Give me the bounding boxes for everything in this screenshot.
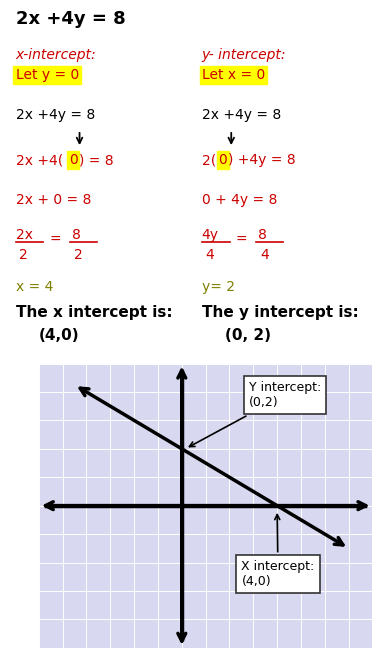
Text: (0, 2): (0, 2) bbox=[225, 328, 271, 343]
Text: y= 2: y= 2 bbox=[202, 280, 235, 294]
Text: 2x +4y = 8: 2x +4y = 8 bbox=[16, 10, 125, 28]
Text: x-intercept:: x-intercept: bbox=[16, 48, 96, 62]
Text: ) +4y = 8: ) +4y = 8 bbox=[228, 153, 296, 167]
Text: 4: 4 bbox=[261, 248, 270, 262]
Text: y- intercept:: y- intercept: bbox=[202, 48, 286, 62]
Text: Let y = 0: Let y = 0 bbox=[16, 68, 79, 82]
Text: X intercept:
(4,0): X intercept: (4,0) bbox=[241, 514, 315, 588]
Text: The x intercept is:: The x intercept is: bbox=[16, 305, 172, 320]
Text: 4y: 4y bbox=[202, 228, 219, 242]
Text: 2x +4(: 2x +4( bbox=[16, 153, 63, 167]
Text: 2: 2 bbox=[19, 248, 28, 262]
Text: 2x + 0 = 8: 2x + 0 = 8 bbox=[16, 193, 91, 207]
Text: 8: 8 bbox=[258, 228, 267, 242]
Text: 2: 2 bbox=[74, 248, 83, 262]
Text: 0 + 4y = 8: 0 + 4y = 8 bbox=[202, 193, 277, 207]
Text: 2x +4y = 8: 2x +4y = 8 bbox=[16, 108, 95, 122]
Text: 0: 0 bbox=[69, 153, 78, 167]
Text: 2x +4y = 8: 2x +4y = 8 bbox=[202, 108, 281, 122]
Text: ) = 8: ) = 8 bbox=[79, 153, 113, 167]
Text: 4: 4 bbox=[206, 248, 215, 262]
Text: The y intercept is:: The y intercept is: bbox=[202, 305, 359, 320]
Text: 8: 8 bbox=[72, 228, 81, 242]
Text: 2(: 2( bbox=[202, 153, 216, 167]
Text: x = 4: x = 4 bbox=[16, 280, 53, 294]
Text: Let x = 0: Let x = 0 bbox=[202, 68, 265, 82]
Text: Y intercept:
(0,2): Y intercept: (0,2) bbox=[189, 381, 321, 447]
Text: 2x: 2x bbox=[16, 228, 33, 242]
Text: (4,0): (4,0) bbox=[39, 328, 80, 343]
Text: =: = bbox=[49, 233, 61, 247]
Text: 0: 0 bbox=[218, 153, 227, 167]
Text: =: = bbox=[236, 233, 247, 247]
